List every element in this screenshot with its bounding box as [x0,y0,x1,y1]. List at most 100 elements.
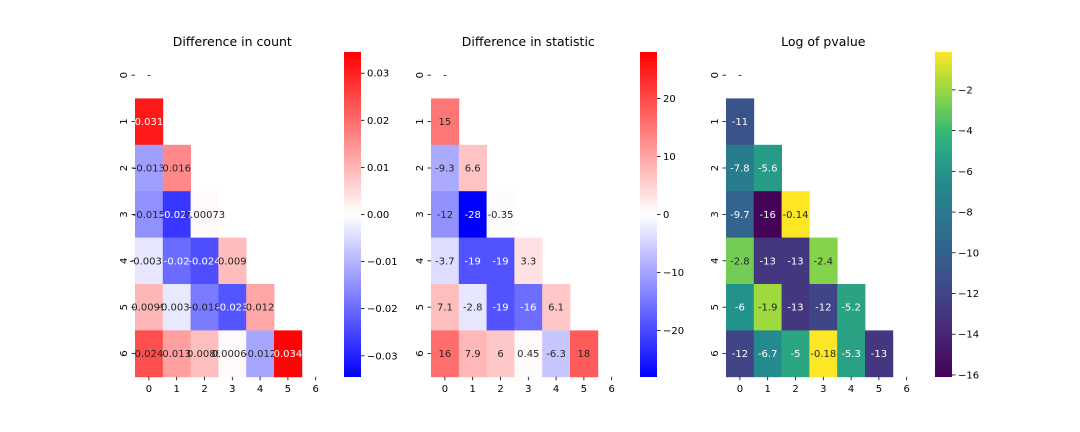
heatmap-cell [190,191,219,238]
cell-label: 0.013 [162,349,191,360]
heatmap-cell [162,237,191,285]
heatmap-cell [809,237,838,285]
y-tick-label: 4 [119,258,130,264]
heatmap-cell [458,330,487,378]
heatmap-cell [753,144,782,192]
x-tick-label: 2 [497,384,503,395]
heatmap-cell [781,237,810,285]
x-tick-label: 5 [876,384,882,395]
y-tick-label: 3 [710,211,721,217]
cell-label: -6 [735,303,745,314]
heatmap-cell [190,284,219,331]
heatmap-cell [458,144,487,192]
y-tick-label: 2 [119,165,130,171]
heatmap-cell [246,284,275,331]
y-tick-label: 5 [710,304,721,310]
x-tick-label: 5 [581,384,587,395]
heatmap-cell [781,330,810,378]
colorbar-tick-label: −10 [663,268,684,279]
heatmap-cell [431,284,460,331]
heatmap-cell [431,237,460,285]
cell-label: 0.034 [274,349,303,360]
cell-label: -0.0032 [130,256,169,267]
cell-label: 0.45 [517,349,539,360]
x-tick-label: 6 [609,384,615,395]
cell-label: 0.0088 [187,349,222,360]
heatmap-cell [753,237,782,285]
heatmap-cell [726,191,755,238]
heatmap-cell [162,330,191,378]
heatmap-cell [486,330,515,378]
heatmap-cell [135,144,164,192]
heatmap-cell [809,284,838,331]
cell-label: -19 [492,303,508,314]
heatmap-cell [837,284,866,331]
y-tick-label: 4 [710,258,721,264]
colorbar-tick-label: 20 [663,94,676,105]
cell-label: -9.3 [435,164,455,175]
x-tick-label: 0 [146,384,152,395]
cell-label: 7.1 [437,303,453,314]
colorbar [344,52,361,377]
chart-title: Difference in statistic [462,34,595,49]
heatmap-cell [726,284,755,331]
y-tick-label: 6 [710,350,721,356]
heatmap-cell [135,330,164,378]
chart-title: Difference in count [173,34,292,49]
cell-label: -0.012 [244,349,276,360]
cell-label: -1.9 [758,303,778,314]
heatmap-cell [486,284,515,331]
cell-label: -0.023 [216,303,248,314]
cell-label: -6.3 [546,349,566,360]
colorbar-tick-label: −20 [663,326,684,337]
y-tick-label: 5 [119,304,130,310]
cell-label: -19 [465,256,481,267]
cell-label: 6.6 [465,164,481,175]
cell-label: 0.031 [135,117,164,128]
y-tick-label: 2 [415,165,426,171]
heatmap-cell [514,284,543,331]
cell-label: -3.7 [435,256,455,267]
cell-label: - [738,71,742,82]
x-tick-label: 2 [792,384,798,395]
y-tick-label: 0 [710,72,721,78]
cell-label: 0.016 [162,164,191,175]
colorbar-tick-label: 0 [663,210,669,221]
heatmap-cell [190,330,219,378]
colorbar-tick-label: 0.03 [367,69,389,80]
cell-label: -2.8 [730,256,750,267]
heatmap-cell [570,330,599,378]
y-tick-label: 3 [119,211,130,217]
colorbar-tick-label: −14 [958,330,979,341]
heatmap-cell [246,330,275,378]
colorbar-tick-label: 0.00 [367,210,389,221]
heatmap-cell [135,98,164,146]
cell-label: -5.6 [758,164,778,175]
heatmap-cell [431,330,460,378]
heatmap-cell [458,237,487,285]
colorbar-tick-label: −6 [958,167,973,178]
heatmap-cell [753,191,782,238]
cell-label: -0.027 [161,210,193,221]
cell-label: -11 [732,117,748,128]
heatmap-cell [458,191,487,238]
cell-label: -5 [791,349,801,360]
colorbar-tick-label: −10 [958,248,979,259]
cell-label: -12 [732,349,748,360]
y-tick-label: 1 [415,118,426,124]
heatmap-cell [753,284,782,331]
cell-label: -0.14 [783,210,809,221]
heatmap-cell [431,98,460,146]
cell-label: -16 [520,303,536,314]
heatmap-cell [135,284,164,331]
colorbar-tick-label: −2 [958,85,973,96]
cell-label: -6.7 [758,349,778,360]
heatmap-panel-1: Difference in count-0.031-0.0130.016-0.0… [119,34,398,395]
heatmap-cell [753,330,782,378]
y-tick-label: 6 [119,350,130,356]
cell-label: 6 [497,349,503,360]
heatmap-cell [726,98,755,146]
cell-label: 16 [439,349,452,360]
colorbar-tick-label: 0.02 [367,116,389,127]
